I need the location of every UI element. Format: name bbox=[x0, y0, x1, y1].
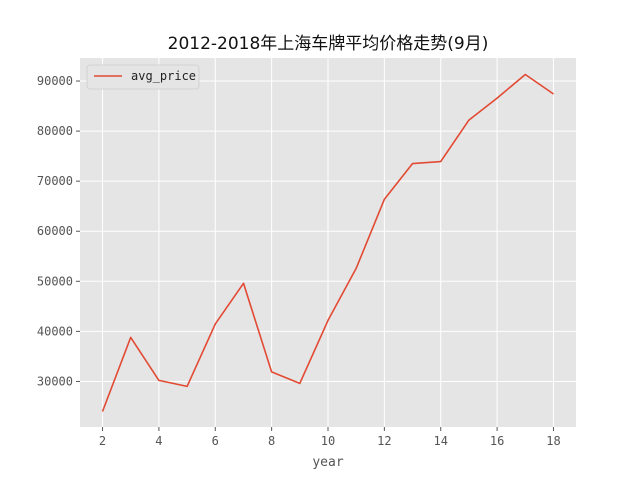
x-axis-label: year bbox=[312, 455, 343, 470]
legend-box bbox=[86, 64, 200, 90]
y-tick-label: 60000 bbox=[37, 224, 73, 238]
chart-title: 2012-2018年上海车牌平均价格走势(9月) bbox=[168, 34, 489, 54]
x-tick-label: 14 bbox=[434, 434, 448, 448]
x-tick-label: 10 bbox=[321, 434, 335, 448]
x-tick-label: 4 bbox=[155, 434, 162, 448]
x-tick-label: 12 bbox=[377, 434, 391, 448]
legend-label: avg_price bbox=[131, 69, 196, 83]
series-group bbox=[101, 73, 554, 412]
grid-lines bbox=[80, 58, 576, 427]
y-axis-ticks: 30000 40000 50000 60000 70000 80000 90000 bbox=[37, 74, 80, 388]
x-tick-label: 16 bbox=[490, 434, 504, 448]
x-tick-label: 2 bbox=[99, 434, 106, 448]
y-tick-label: 90000 bbox=[37, 74, 73, 88]
x-axis-ticks: 2 4 6 8 10 12 14 16 18 bbox=[99, 427, 561, 448]
x-tick-label: 18 bbox=[546, 434, 560, 448]
y-tick-label: 80000 bbox=[37, 124, 73, 138]
series-line-avg_price bbox=[101, 73, 554, 412]
y-tick-label: 70000 bbox=[37, 174, 73, 188]
y-tick-label: 40000 bbox=[37, 324, 73, 338]
y-tick-label: 50000 bbox=[37, 274, 73, 288]
legend: avg_price bbox=[86, 64, 200, 90]
x-tick-label: 8 bbox=[268, 434, 275, 448]
x-tick-label: 6 bbox=[212, 434, 219, 448]
y-tick-label: 30000 bbox=[37, 374, 73, 388]
